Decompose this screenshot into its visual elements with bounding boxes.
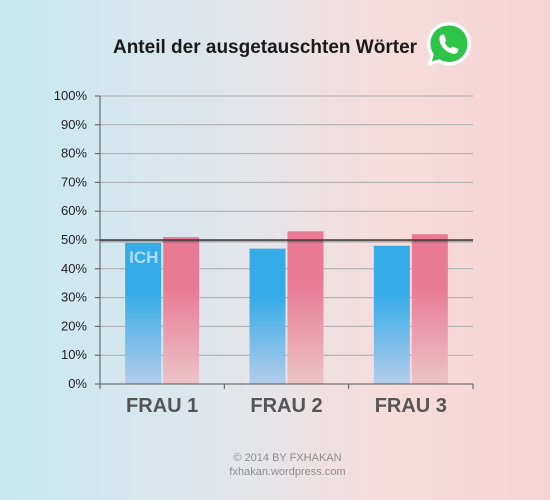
- y-tick-label: 0%: [68, 376, 87, 391]
- bar: [411, 234, 448, 384]
- bar: [249, 248, 286, 384]
- bar: [163, 237, 200, 384]
- y-tick-label: 10%: [61, 347, 87, 362]
- bars: ICH: [125, 231, 448, 384]
- y-tick-label: 80%: [61, 146, 87, 161]
- chart-title: Anteil der ausgetauschten Wörter: [112, 37, 418, 58]
- copyright-text: © 2014 BY FXHAKAN: [233, 452, 342, 464]
- y-tick-label: 50%: [61, 232, 87, 247]
- website-text: fxhakan.wordpress.com: [229, 466, 346, 478]
- y-tick-label: 60%: [61, 203, 87, 218]
- y-tick-label: 70%: [61, 174, 87, 189]
- y-tick-label: 40%: [61, 261, 87, 276]
- x-tick-label: FRAU 2: [250, 395, 322, 417]
- x-tick-label: FRAU 3: [375, 395, 447, 417]
- y-tick-label: 100%: [54, 88, 88, 103]
- y-tick-label: 90%: [61, 117, 87, 132]
- y-tick-label: 30%: [61, 290, 87, 305]
- bar: [125, 242, 162, 384]
- series-label: ICH: [129, 248, 158, 267]
- whatsapp-icon: [427, 22, 471, 66]
- x-tick-label: FRAU 1: [126, 395, 198, 417]
- bar: [287, 231, 324, 384]
- y-tick-label: 20%: [61, 318, 87, 333]
- bar: [373, 245, 410, 384]
- y-axis-ticks: 0% 10% 20% 30% 40% 50% 60% 70% 80% 90% 100%: [54, 88, 101, 391]
- reference-line-group: [100, 239, 473, 243]
- x-axis: FRAU 1 FRAU 2 FRAU 3: [99, 383, 474, 417]
